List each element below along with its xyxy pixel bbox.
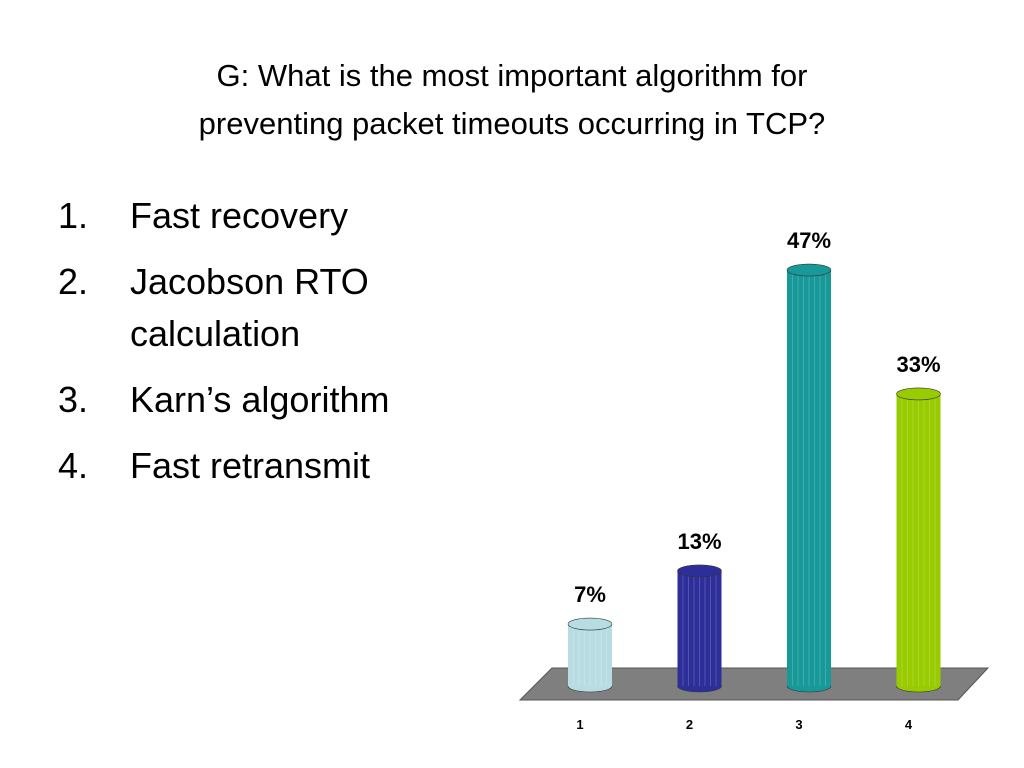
- title-line: preventing packet timeouts occurring in …: [198, 106, 826, 141]
- bar-cap: [896, 387, 941, 401]
- answer-list: 1. Fast recovery 2. Jacobson RTO calculatio…: [58, 190, 475, 506]
- bar: [787, 270, 831, 686]
- x-tick-label: 2: [686, 717, 693, 732]
- answer-item: 1. Fast recovery: [58, 190, 475, 242]
- slide-title: G: What is the most important algorithm …: [0, 52, 1024, 148]
- chart-floor: [518, 667, 990, 701]
- bar-cap: [677, 564, 722, 578]
- value-label: 7%: [574, 582, 606, 607]
- item-number: 4.: [58, 445, 89, 486]
- x-tick-label: 4: [905, 717, 913, 732]
- item-number: 3.: [58, 379, 89, 420]
- item-text: Fast retransmit: [130, 445, 371, 486]
- bar-cap: [567, 617, 613, 631]
- item-number: 2.: [58, 261, 89, 302]
- bar: [568, 624, 612, 686]
- item-text: Jacobson RTO calculation: [130, 261, 369, 354]
- title-line: G: What is the most important algorithm …: [216, 58, 808, 93]
- answer-item: 2. Jacobson RTO calculation: [58, 256, 475, 360]
- x-tick-label: 1: [576, 717, 583, 732]
- answer-item: 3. Karn’s algorithm: [58, 374, 475, 426]
- value-label: 33%: [896, 352, 940, 377]
- value-label: 47%: [787, 228, 831, 253]
- item-text: Fast recovery: [130, 195, 349, 236]
- bar: [677, 570, 722, 686]
- item-number: 1.: [58, 195, 89, 236]
- x-tick-label: 3: [795, 717, 802, 732]
- bar: [896, 393, 941, 686]
- value-label: 13%: [677, 529, 721, 554]
- bar-cap: [786, 263, 832, 277]
- answer-item: 4. Fast retransmit: [58, 440, 475, 492]
- item-text: Karn’s algorithm: [130, 379, 390, 420]
